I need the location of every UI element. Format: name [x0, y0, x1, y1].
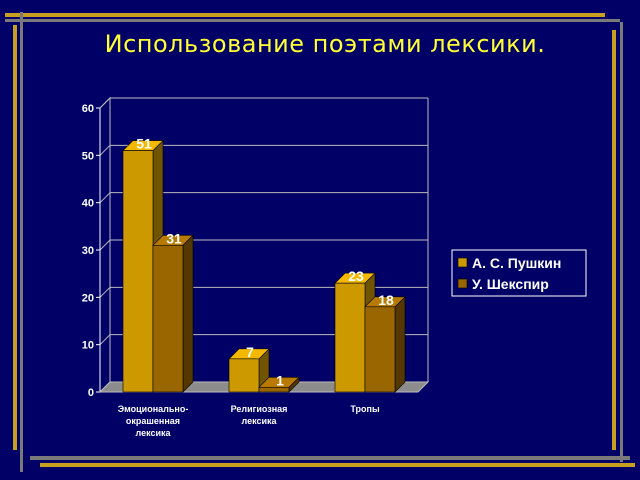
bar — [152, 244, 184, 393]
legend-swatch — [457, 257, 468, 268]
decor-bar-right-gray — [620, 22, 623, 462]
data-label: 18 — [378, 292, 394, 308]
x-category-label: Эмоционально- — [118, 404, 189, 414]
bar-side — [394, 296, 406, 393]
bar — [228, 358, 260, 393]
y-tick-label: 20 — [82, 292, 94, 304]
y-tick-label: 40 — [82, 198, 94, 210]
legend-label: А. С. Пушкин — [472, 255, 561, 271]
grid-diag — [99, 334, 111, 346]
data-label: 23 — [348, 268, 364, 284]
slide-title: Использование поэтами лексики. — [104, 30, 546, 58]
grid-diag — [99, 144, 111, 156]
decor-bar-right-gold — [612, 30, 616, 450]
data-label: 7 — [246, 344, 254, 360]
decor-bar-left-gray — [20, 12, 23, 472]
x-category-label: лексика — [241, 416, 277, 426]
bar — [122, 150, 154, 393]
data-label: 51 — [136, 136, 152, 152]
y-tick-label: 10 — [82, 340, 94, 352]
decor-bar-top-gray — [5, 19, 620, 22]
y-tick-label: 30 — [82, 245, 94, 257]
y-tick-label: 0 — [88, 387, 94, 399]
bar — [364, 306, 396, 393]
legend-label: У. Шекспир — [472, 276, 549, 292]
bar-side — [182, 234, 194, 393]
x-category-label: Тропы — [350, 404, 380, 414]
y-tick-label: 60 — [82, 103, 94, 115]
grid-diag — [99, 192, 111, 204]
decor-bar-top-gold — [5, 13, 605, 17]
y-tick-label: 50 — [82, 150, 94, 162]
bar — [334, 282, 366, 393]
data-label: 31 — [166, 230, 182, 246]
grid-diag — [99, 97, 111, 109]
data-label: 1 — [276, 372, 284, 388]
legend-swatch — [457, 278, 468, 289]
legend-box — [451, 249, 587, 297]
bar — [258, 386, 290, 393]
x-category-label: окрашенная — [126, 416, 180, 426]
decor-bar-left-gold — [13, 25, 17, 450]
grid-diag — [99, 239, 111, 251]
decor-bar-bottom-gray — [30, 456, 630, 460]
x-category-label: лексика — [135, 428, 171, 438]
x-category-label: Религиозная — [231, 404, 288, 414]
grid-diag — [99, 286, 111, 298]
decor-bar-bottom-gold — [40, 463, 635, 467]
